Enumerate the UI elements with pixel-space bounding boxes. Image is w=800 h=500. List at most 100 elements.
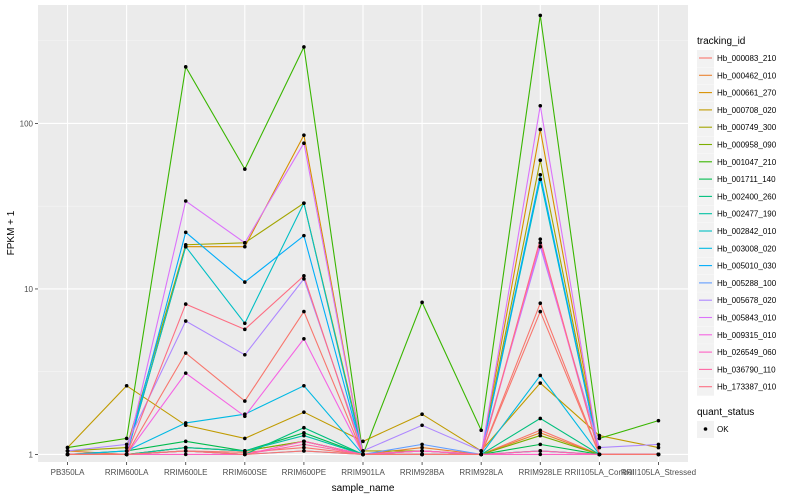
legend-label-Hb_001711_140: Hb_001711_140 [717, 175, 776, 184]
x-tick-label-6: RRIM928BA [400, 468, 445, 477]
data-point-Hb_173387_010-2 [183, 302, 188, 306]
data-point-Hb_000083_210-4 [302, 445, 306, 450]
x-tick-label-5: RRIM901LA [341, 468, 385, 477]
legend-quant-status: quant_status OK [697, 407, 754, 438]
x-tick-label-3: RRIM600SE [223, 468, 267, 477]
legend-label-Hb_005010_030: Hb_005010_030 [717, 262, 777, 271]
x-tick-label-0: PB350LA [51, 468, 85, 477]
data-point-Hb_003008_020-4 [302, 383, 306, 388]
x-tick-label-8: RRIM928LE [518, 468, 562, 477]
data-point-Hb_000708_020-5 [361, 439, 365, 444]
data-point-Hb_005010_030-2 [183, 230, 188, 235]
data-point-Hb_002477_190-4 [302, 433, 306, 438]
data-point-Hb_036790_110-4 [302, 442, 306, 447]
data-point-Hb_000083_210-1 [124, 452, 129, 457]
legend-label-Hb_005288_100: Hb_005288_100 [717, 279, 777, 288]
legend-title-quant-status: quant_status [697, 407, 754, 418]
data-point-Hb_000708_020-9 [597, 433, 602, 438]
legend-label-Hb_003008_020: Hb_003008_020 [717, 244, 777, 253]
legend-label-Hb_026549_060: Hb_026549_060 [717, 348, 777, 357]
legend-label-quant-OK: OK [717, 425, 729, 434]
legend-tracking-id: tracking_id Hb_000083_210 Hb_000462_010 Hb_… [697, 36, 777, 396]
data-point-Hb_002477_190-3 [243, 449, 247, 453]
data-point-Hb_005843_010-8 [538, 103, 543, 108]
data-point-Hb_000749_300-1 [124, 445, 129, 450]
data-point-Hb_000708_020-3 [243, 436, 247, 441]
legend-label-Hb_000083_210: Hb_000083_210 [717, 54, 777, 63]
data-point-Hb_005843_010-3 [243, 241, 247, 245]
legend-label-Hb_173387_010: Hb_173387_010 [717, 383, 777, 392]
data-point-Hb_026549_060-2 [183, 452, 188, 457]
data-point-Hb_005843_010-4 [302, 141, 306, 146]
x-tick-label-2: RRIM600LE [164, 468, 208, 477]
data-point-Hb_000083_210-4 [302, 309, 306, 314]
data-point-Hb_001047_210-3 [243, 167, 247, 171]
data-point-Hb_000083_210-8 [538, 428, 543, 433]
data-point-Hb_005288_100-6 [420, 442, 424, 447]
data-point-Hb_001047_210-4 [302, 45, 306, 49]
legend-label-Hb_001047_210: Hb_001047_210 [717, 158, 777, 167]
legend-label-Hb_002400_260: Hb_002400_260 [717, 192, 777, 201]
legend-label-Hb_009315_010: Hb_009315_010 [717, 331, 777, 340]
data-point-Hb_001047_210-2 [183, 65, 188, 69]
data-point-Hb_005678_020-7 [479, 449, 483, 453]
data-point-Hb_001047_210-6 [420, 300, 424, 305]
data-point-Hb_000661_270-8 [538, 127, 543, 132]
data-point-Hb_000661_270-3 [243, 244, 247, 249]
data-point-Hb_005678_020-8 [538, 244, 543, 249]
legend-key-point-0 [703, 427, 708, 431]
legend-label-Hb_002842_010: Hb_002842_010 [717, 227, 777, 236]
data-point-Hb_026549_060-6 [420, 449, 424, 453]
data-point-Hb_173387_010-3 [243, 327, 247, 332]
data-point-Hb_002842_010-4 [302, 201, 306, 205]
data-point-Hb_000708_020-4 [302, 410, 306, 414]
x-tick-label-7: RRIM928LA [459, 468, 503, 477]
data-point-Hb_000708_020-6 [420, 412, 424, 417]
legend-label-Hb_005678_020: Hb_005678_020 [717, 296, 777, 305]
data-point-Hb_005678_020-6 [420, 423, 424, 428]
legend-label-Hb_002477_190: Hb_002477_190 [717, 210, 777, 219]
legend-label-Hb_000958_090: Hb_000958_090 [717, 141, 777, 150]
data-point-Hb_005678_020-0 [65, 449, 70, 453]
data-point-Hb_173387_010-8 [538, 237, 543, 241]
data-point-Hb_000083_210-2 [183, 351, 188, 355]
data-point-Hb_001047_210-9 [597, 436, 602, 441]
data-point-Hb_009315_010-4 [302, 336, 306, 341]
data-point-Hb_003008_020-2 [183, 421, 188, 425]
y-tick-label-1: 10 [24, 285, 33, 294]
data-point-Hb_000083_210-0 [65, 452, 70, 457]
y-axis-title: FPKM + 1 [6, 210, 17, 255]
data-point-Hb_005010_030-3 [243, 280, 247, 284]
data-point-Hb_005678_020-5 [361, 449, 365, 453]
data-point-Hb_005678_020-9 [597, 445, 602, 450]
data-point-Hb_000083_210-9 [597, 452, 602, 457]
data-point-Hb_005010_030-4 [302, 233, 306, 238]
data-point-Hb_000708_020-10 [656, 445, 661, 450]
data-point-Hb_000958_090-8 [538, 433, 543, 438]
legend-label-Hb_036790_110: Hb_036790_110 [717, 365, 776, 374]
data-point-Hb_000083_210-10 [656, 452, 661, 457]
data-point-Hb_000083_210-8 [538, 301, 543, 306]
legend-label-Hb_000749_300: Hb_000749_300 [717, 123, 777, 132]
data-point-Hb_026549_060-4 [302, 439, 306, 444]
x-axis-title: sample_name [332, 483, 395, 494]
data-point-Hb_001047_210-1 [124, 436, 129, 441]
data-point-Hb_005678_020-10 [656, 442, 661, 447]
data-point-Hb_000661_270-4 [302, 133, 306, 137]
data-point-Hb_001047_210-7 [479, 428, 483, 433]
data-point-Hb_001711_140-4 [302, 431, 306, 435]
data-point-Hb_173387_010-4 [302, 274, 306, 278]
x-tick-label-9: RRII105LA_Control [565, 468, 635, 477]
data-point-Hb_001047_210-0 [65, 445, 70, 450]
data-point-Hb_002842_010-2 [183, 244, 188, 249]
data-point-Hb_005678_020-1 [124, 442, 129, 447]
x-tick-label-1: RRIM600LA [105, 468, 149, 477]
y-tick-label-0: 1 [29, 450, 34, 459]
data-point-Hb_000749_300-8 [538, 158, 543, 162]
legend-title: tracking_id [697, 36, 745, 47]
data-point-Hb_000083_210-6 [420, 452, 424, 457]
x-tick-label-10: RRII105LA_Stressed [621, 468, 696, 477]
data-point-Hb_000083_210-3 [243, 399, 247, 403]
data-point-Hb_002400_260-8 [538, 416, 543, 421]
